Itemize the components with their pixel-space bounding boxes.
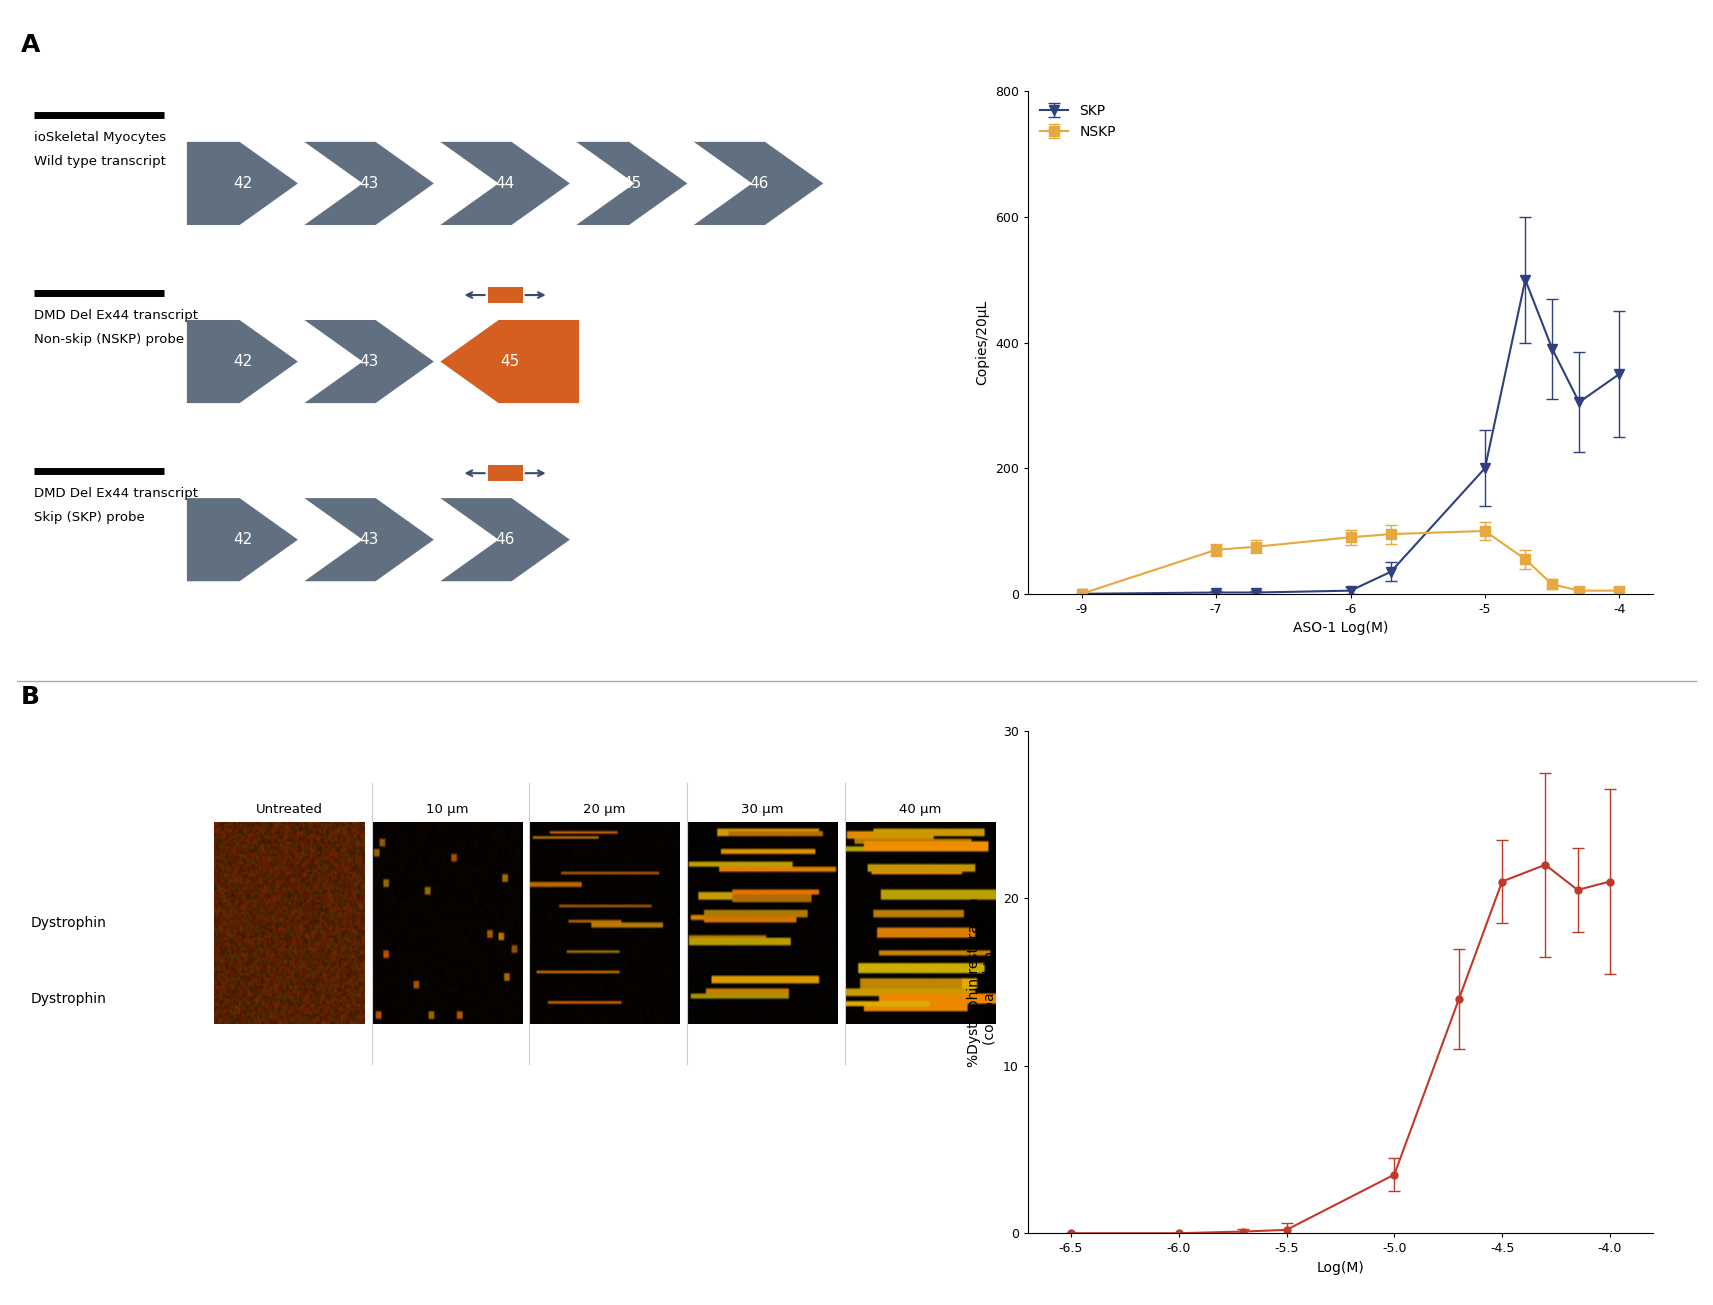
Text: 44: 44 — [495, 176, 514, 191]
Text: DMD Del Ex44 transcript: DMD Del Ex44 transcript — [34, 309, 199, 322]
Bar — [488, 465, 522, 482]
Text: 43: 43 — [360, 176, 379, 191]
Polygon shape — [440, 499, 570, 581]
Text: 46: 46 — [749, 176, 767, 191]
Text: Dystrophin: Dystrophin — [31, 992, 106, 1006]
Text: DMD Del Ex44 transcript: DMD Del Ex44 transcript — [34, 488, 199, 500]
Text: 40 μm: 40 μm — [899, 803, 940, 816]
Polygon shape — [440, 320, 579, 403]
Text: 10 μm: 10 μm — [427, 803, 468, 816]
Text: A: A — [21, 33, 39, 56]
Text: Untreated: Untreated — [255, 803, 324, 816]
Polygon shape — [187, 320, 298, 403]
Text: 42: 42 — [233, 176, 252, 191]
Polygon shape — [305, 142, 433, 224]
Polygon shape — [187, 499, 298, 581]
Text: 45: 45 — [622, 176, 641, 191]
Y-axis label: %Dystrophin restoration
(compared to WT): %Dystrophin restoration (compared to WT) — [968, 898, 997, 1066]
Text: Skip (SKP) probe: Skip (SKP) probe — [34, 512, 146, 525]
Polygon shape — [187, 142, 298, 224]
Text: 42: 42 — [233, 354, 252, 369]
Polygon shape — [305, 499, 433, 581]
Text: 20 μm: 20 μm — [584, 803, 625, 816]
Text: 30 μm: 30 μm — [742, 803, 783, 816]
X-axis label: Log(M): Log(M) — [1317, 1261, 1364, 1275]
Text: 45: 45 — [500, 354, 519, 369]
Text: Dystrophin: Dystrophin — [31, 916, 106, 930]
Text: 43: 43 — [360, 354, 379, 369]
Polygon shape — [440, 142, 570, 224]
Text: B: B — [21, 685, 39, 709]
Text: Wild type transcript: Wild type transcript — [34, 155, 166, 168]
Legend: SKP, NSKP: SKP, NSKP — [1035, 98, 1122, 145]
Polygon shape — [694, 142, 824, 224]
Polygon shape — [576, 142, 687, 224]
Polygon shape — [305, 320, 433, 403]
Bar — [488, 287, 522, 303]
Text: 43: 43 — [360, 532, 379, 547]
X-axis label: ASO-1 Log(M): ASO-1 Log(M) — [1293, 621, 1388, 636]
Text: Non-skip (NSKP) probe: Non-skip (NSKP) probe — [34, 333, 185, 346]
Text: 46: 46 — [495, 532, 516, 547]
Y-axis label: Copies/20μL: Copies/20μL — [975, 300, 988, 385]
Text: 42: 42 — [233, 532, 252, 547]
Text: ioSkeletal Myocytes: ioSkeletal Myocytes — [34, 132, 166, 144]
